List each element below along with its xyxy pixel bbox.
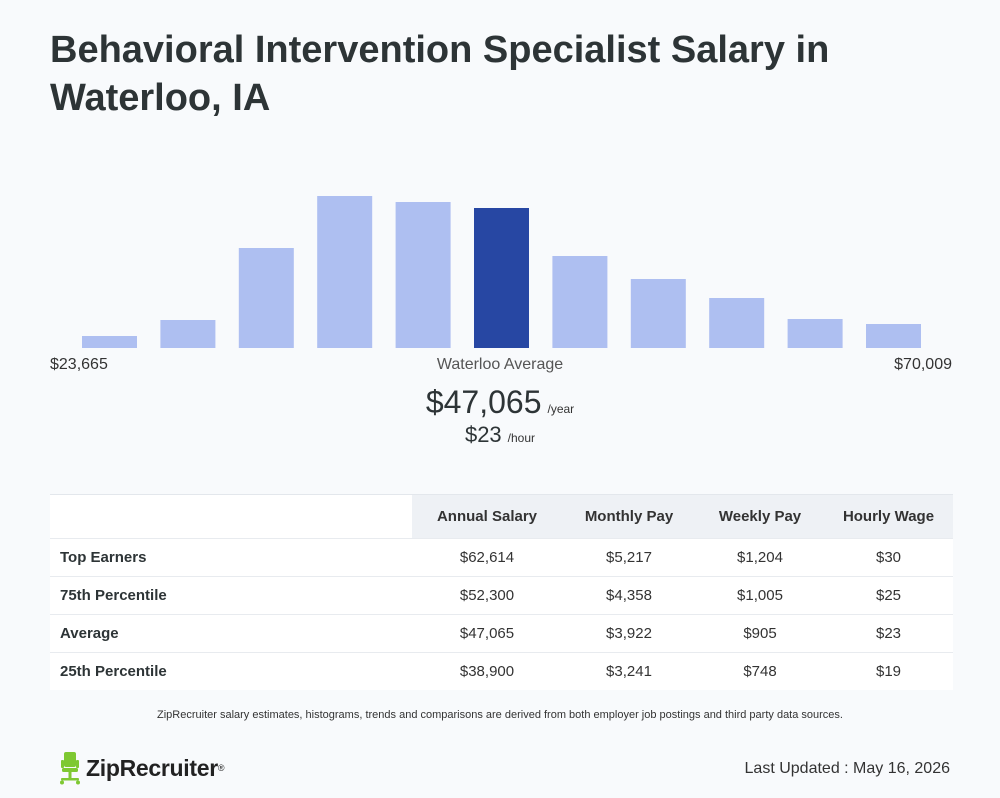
page-title: Behavioral Intervention Specialist Salar… (50, 29, 830, 119)
average-hourly-unit: /hour (507, 431, 536, 445)
average-annual-unit: /year (547, 402, 575, 416)
cell-weekly: $1,005 (696, 576, 824, 615)
cell-weekly: $748 (696, 652, 824, 690)
header-monthly: Monthly Pay (562, 494, 696, 539)
cell-hourly: $30 (824, 538, 953, 577)
ziprecruiter-logo[interactable]: ZipRecruiter ® (58, 750, 225, 786)
average-hourly: $23/hour (0, 422, 1000, 448)
histogram-bar (395, 202, 451, 348)
histogram-bar (82, 336, 137, 348)
cell-monthly: $3,241 (562, 652, 696, 690)
histogram-bar (552, 256, 608, 348)
cell-monthly: $4,358 (562, 576, 696, 615)
salary-histogram (82, 196, 921, 348)
average-hourly-value: $23 (464, 422, 502, 447)
cell-annual: $52,300 (412, 576, 562, 615)
cell-hourly: $23 (824, 614, 953, 653)
average-annual: $47,065/year (0, 384, 1000, 421)
histogram-bar (630, 279, 686, 348)
histogram-bar (238, 248, 294, 348)
histogram-bar (160, 320, 216, 348)
range-max-label: $70,009 (894, 356, 952, 373)
cell-annual: $47,065 (412, 614, 562, 653)
row-label: Top Earners (50, 538, 412, 577)
header-annual: Annual Salary (412, 494, 562, 539)
table-row: Average $47,065 $3,922 $905 $23 (50, 614, 953, 653)
logo-registered-mark: ® (217, 763, 225, 773)
cell-weekly: $905 (696, 614, 824, 653)
table-row: 25th Percentile $38,900 $3,241 $748 $19 (50, 652, 953, 690)
row-label: Average (50, 614, 412, 653)
histogram-bar (709, 298, 765, 348)
histogram-bar (317, 196, 373, 348)
average-label: Waterloo Average (436, 356, 564, 373)
salary-table: Annual Salary Monthly Pay Weekly Pay Hou… (50, 494, 953, 690)
histogram-bar (787, 319, 843, 348)
histogram-bar-average (474, 208, 529, 348)
cell-monthly: $5,217 (562, 538, 696, 577)
disclaimer-text: ZipRecruiter salary estimates, histogram… (157, 709, 843, 721)
average-annual-value: $47,065 (425, 384, 542, 420)
last-updated: Last Updated : May 16, 2026 (744, 760, 950, 777)
cell-hourly: $25 (824, 576, 953, 615)
table-header-row: Annual Salary Monthly Pay Weekly Pay Hou… (50, 494, 953, 539)
header-hourly: Hourly Wage (824, 494, 953, 539)
cell-annual: $62,614 (412, 538, 562, 577)
cell-monthly: $3,922 (562, 614, 696, 653)
cell-annual: $38,900 (412, 652, 562, 690)
row-label: 25th Percentile (50, 652, 412, 690)
range-min-label: $23,665 (50, 356, 108, 373)
histogram-bar (866, 324, 921, 348)
row-label: 75th Percentile (50, 576, 412, 615)
cell-weekly: $1,204 (696, 538, 824, 577)
header-weekly: Weekly Pay (696, 494, 824, 539)
header-blank (50, 494, 412, 539)
logo-text: ZipRecruiter (86, 754, 218, 781)
cell-hourly: $19 (824, 652, 953, 690)
chair-icon (60, 752, 80, 785)
table-row: 75th Percentile $52,300 $4,358 $1,005 $2… (50, 576, 953, 615)
table-row: Top Earners $62,614 $5,217 $1,204 $30 (50, 538, 953, 577)
